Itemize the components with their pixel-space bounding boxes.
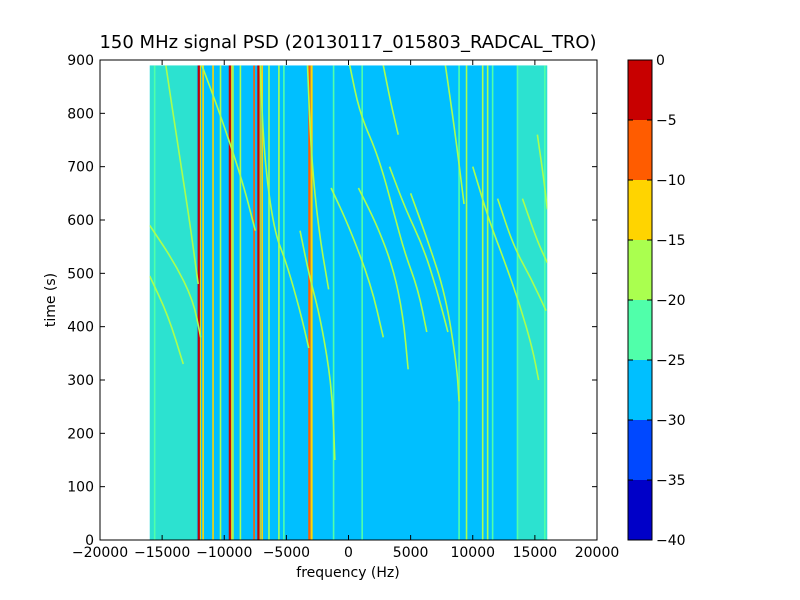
colorbar-segment [628, 120, 652, 180]
colorbar-tick-label: −5 [656, 113, 677, 129]
noise-band [460, 65, 518, 540]
heatmap-cells [149, 65, 548, 540]
colorbar-tick-label: 0 [656, 53, 665, 69]
colorbar-segment [628, 360, 652, 420]
y-tick-label: 900 [67, 53, 94, 69]
colorbar-tick-label: −25 [656, 353, 686, 369]
colorbar-segment [628, 180, 652, 240]
colorbar-segment [628, 60, 652, 120]
x-tick-label: −5000 [263, 545, 310, 561]
x-tick-label: 5000 [393, 545, 429, 561]
drifting-track [165, 65, 199, 285]
y-tick-label: 800 [67, 106, 94, 122]
drifting-track [471, 166, 540, 381]
y-tick-label: 100 [67, 480, 94, 496]
x-tick-label: −15000 [134, 545, 190, 561]
colorbar-tick-label: −30 [656, 413, 686, 429]
drifting-track [259, 65, 310, 349]
colorbar-tick-label: −10 [656, 173, 686, 189]
x-tick-label: 0 [344, 545, 353, 561]
drifting-track [201, 65, 257, 231]
colorbar-segment [628, 480, 652, 540]
colorbar: 0 −5 −10 −15 −20 −25 −30 −35 −40 [627, 53, 686, 549]
colorbar-segment [628, 420, 652, 480]
colorbar-tick-label: −35 [656, 473, 686, 489]
colorbar-segment [628, 300, 652, 360]
drifting-track [149, 275, 185, 365]
x-axis: −20000 −15000 −10000 −5000 0 5000 10000 15000 20… [72, 60, 619, 561]
drifting-track [330, 187, 385, 338]
y-axis-label: time (s) [43, 273, 59, 327]
drifting-track [299, 230, 336, 461]
y-tick-label: 200 [67, 426, 94, 442]
y-tick-label: 400 [67, 320, 94, 336]
drifting-track [444, 65, 465, 205]
y-tick-label: 700 [67, 160, 94, 176]
drifting-track [348, 65, 428, 333]
drifting-track [521, 198, 548, 264]
x-tick-label: −10000 [196, 545, 252, 561]
x-tick-label: 20000 [575, 545, 620, 561]
heatmap-layer [149, 65, 548, 540]
colorbar-tick-label: −20 [656, 293, 686, 309]
y-tick-label: 300 [67, 373, 94, 389]
plot-area [99, 59, 598, 541]
y-tick-label: 600 [67, 213, 94, 229]
x-tick-label: 10000 [450, 545, 495, 561]
chart-title: 150 MHz signal PSD (20130117_015803_RADC… [99, 32, 596, 53]
drifting-track [382, 65, 399, 135]
drifting-track [149, 224, 202, 338]
drifting-track [409, 193, 460, 402]
drifting-track [357, 187, 409, 370]
noise-band [149, 65, 197, 540]
y-axis: 0 100 200 300 400 500 600 700 800 900 [67, 53, 597, 549]
colorbar-tick-label: −40 [656, 533, 686, 549]
colorbar-segment [628, 240, 652, 300]
drifting-track [306, 65, 330, 290]
x-tick-label: 15000 [513, 545, 558, 561]
drifting-track [536, 134, 548, 210]
drifting-track [496, 198, 547, 312]
y-tick-label: 0 [85, 533, 94, 549]
x-axis-label: frequency (Hz) [296, 565, 399, 581]
y-tick-label: 500 [67, 266, 94, 282]
x-tick-label: −20000 [72, 545, 128, 561]
drifting-track [388, 166, 449, 333]
colorbar-tick-label: −15 [656, 233, 686, 249]
